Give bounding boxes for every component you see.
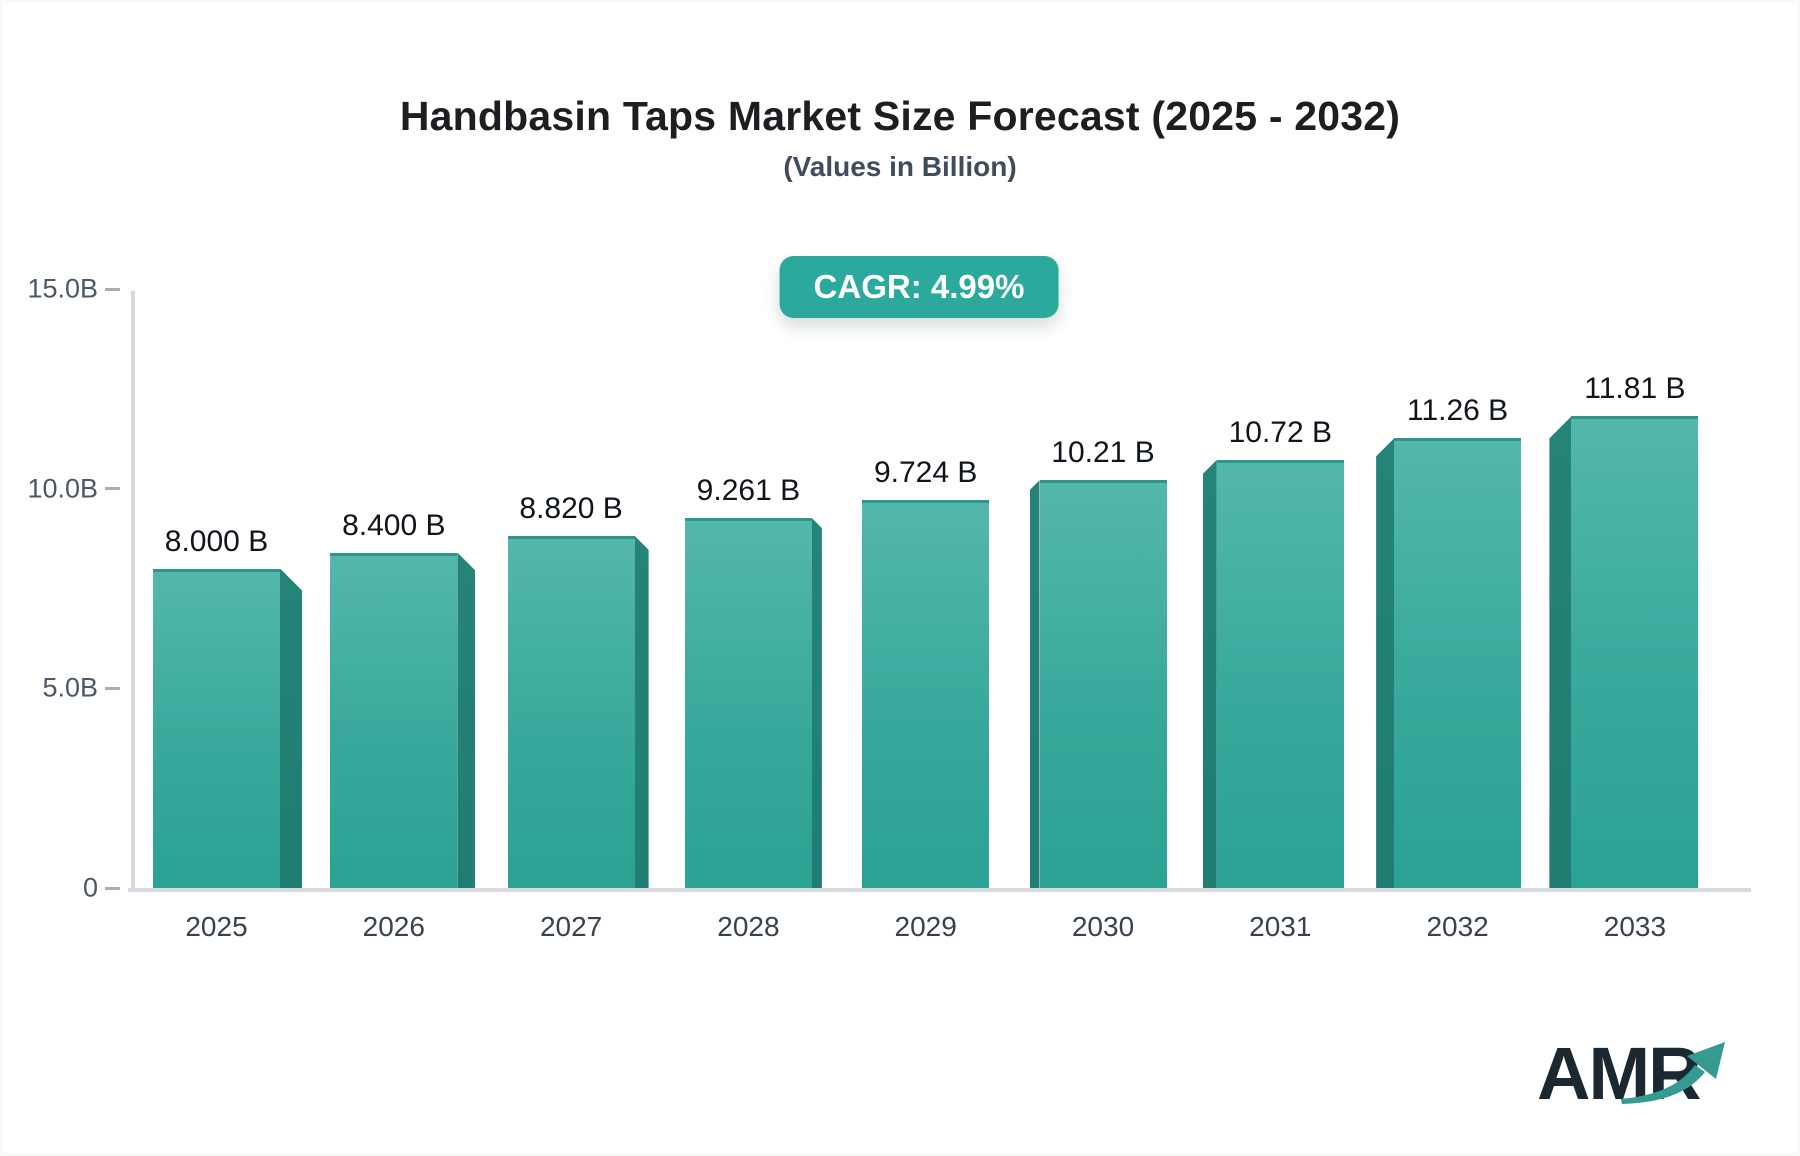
bar-value-label: 11.26 B <box>1406 394 1509 428</box>
bar-3d-side-face <box>280 568 302 888</box>
amr-logo: AMR <box>1537 1031 1737 1121</box>
x-axis-label-2030: 2030 <box>1071 911 1135 942</box>
trend-up-arrow-icon <box>1621 1042 1725 1104</box>
bar-value-label: 8.820 B <box>519 491 623 525</box>
bar-2031 <box>1216 459 1344 888</box>
bar-value-label: 9.724 B <box>873 455 978 489</box>
bar-3d-side-face <box>634 535 649 888</box>
y-axis-tick-label: 15.0B <box>27 273 98 304</box>
bar-2029 <box>862 499 990 888</box>
bar-2025 <box>153 568 280 888</box>
bar-2028 <box>684 518 812 888</box>
y-axis-tick-label: 10.0B <box>27 473 98 504</box>
amr-logo-text: AMR <box>1537 1032 1702 1115</box>
y-axis-tick-label: 5.0B <box>42 672 98 703</box>
bar-value-label: 8.000 B <box>164 524 269 558</box>
bar-chart-plot-area: 15.0B 10.0B 5.0B 0 8.000 B 2025 8.400 B 2026 8.… <box>3 3 1797 1153</box>
y-axis-tick-mark <box>105 487 120 491</box>
x-axis-label-2027: 2027 <box>539 911 603 942</box>
y-axis-tick-mark <box>105 686 120 690</box>
bar-3d-side-face <box>1029 480 1040 888</box>
chart-subtitle: (Values in Billion) <box>783 151 1017 182</box>
bar-value-label: 10.21 B <box>1051 436 1155 470</box>
bar-2027 <box>507 535 635 888</box>
bar-value-label: 11.81 B <box>1584 372 1686 406</box>
x-axis-line <box>128 888 1751 892</box>
x-axis-label-2029: 2029 <box>894 911 957 942</box>
bar-value-label: 8.400 B <box>342 508 446 542</box>
bar-2026 <box>330 552 458 888</box>
bar-3d-side-face <box>1376 438 1395 888</box>
x-axis-label-2032: 2032 <box>1426 911 1489 942</box>
x-axis-label-2025: 2025 <box>185 911 248 942</box>
bar-3d-side-face <box>1549 416 1572 888</box>
y-axis-line <box>131 291 135 890</box>
bar-value-label: 9.261 B <box>696 474 801 508</box>
y-axis-tick-mark <box>105 886 120 890</box>
bar-2033 <box>1571 416 1699 888</box>
chart-title: Handbasin Taps Market Size Forecast (202… <box>399 93 1401 139</box>
x-axis-label-2033: 2033 <box>1603 911 1667 942</box>
y-axis-tick-label: 0 <box>82 872 98 903</box>
x-axis-label-2026: 2026 <box>362 911 425 942</box>
bar-value-label: 10.72 B <box>1228 415 1333 449</box>
y-axis-tick-mark <box>105 287 120 291</box>
cagr-badge: CAGR: 4.99% <box>779 256 1059 318</box>
bar-3d-side-face <box>811 518 822 888</box>
bar-3d-side-face <box>457 552 476 888</box>
bar-2030 <box>1039 480 1167 888</box>
x-axis-label-2028: 2028 <box>717 911 780 942</box>
bar-3d-side-face <box>1202 459 1217 888</box>
x-axis-label-2031: 2031 <box>1249 911 1312 942</box>
bar-2032 <box>1394 438 1522 888</box>
